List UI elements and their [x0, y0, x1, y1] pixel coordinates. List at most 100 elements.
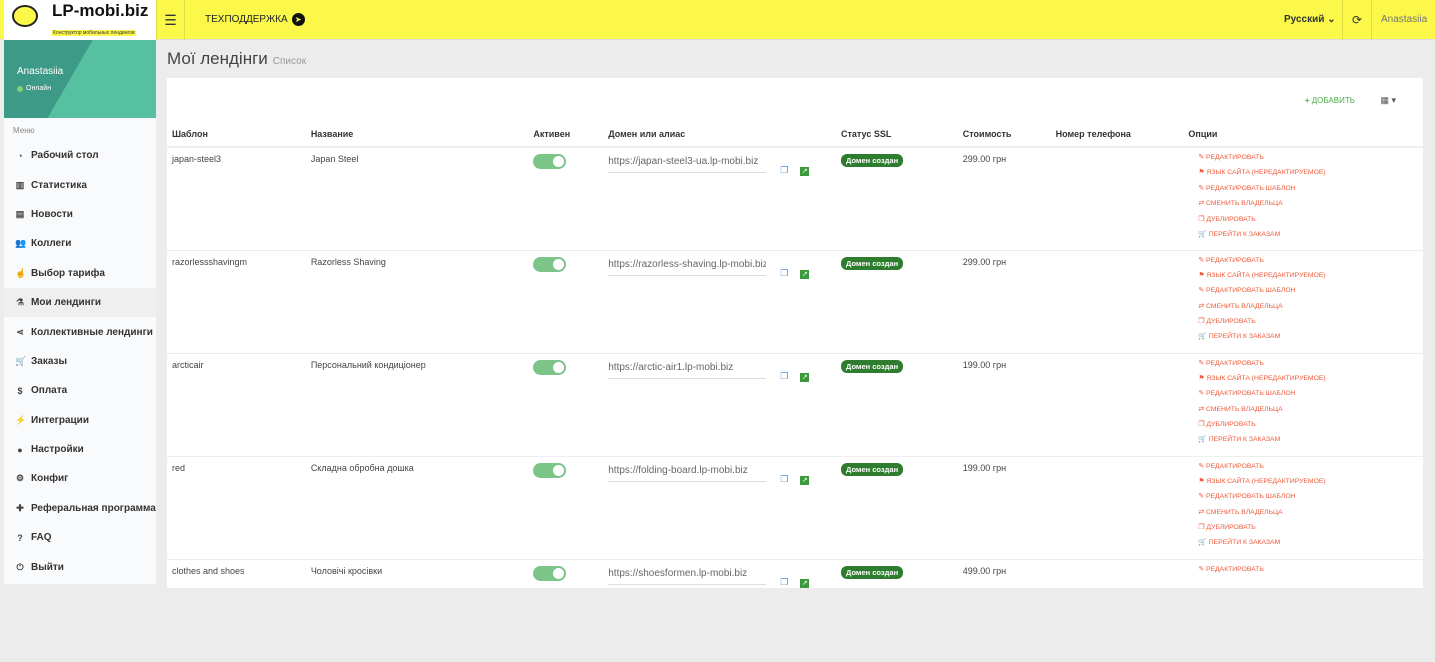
online-status: Онлайн [26, 85, 52, 92]
option-link[interactable]: ✎ РЕДАКТИРОВАТЬ [1188, 153, 1423, 168]
column-header[interactable]: Статус SSL [836, 122, 958, 148]
domain-field[interactable]: https://razorless-shaving.lp-mobi.biz [608, 255, 767, 276]
option-label: ЯЗЫК САЙТА (НЕРЕДАКТИРУЕМОЕ) [1206, 271, 1326, 279]
domain-field[interactable]: https://japan-steel3-ua.lp-mobi.biz [608, 152, 767, 173]
option-icon: ✎ [1198, 390, 1205, 398]
copy-icon[interactable]: ❐ [780, 473, 789, 484]
template-cell: razorlessshavingm [167, 249, 306, 353]
option-icon: ❐ [1198, 421, 1205, 429]
option-label: РЕДАКТИРОВАТЬ [1205, 359, 1264, 367]
option-link[interactable]: ❐ ДУБЛИРОВАТЬ [1188, 523, 1423, 538]
sidebar-item[interactable]: ● Настройки [4, 435, 156, 464]
option-label: РЕДАКТИРОВАТЬ ШАБЛОН [1205, 390, 1296, 398]
sidebar-item[interactable]: ☝ Выбор тарифа [4, 259, 156, 288]
domain-field[interactable]: https://folding-board.lp-mobi.biz [608, 461, 767, 482]
active-toggle[interactable] [533, 154, 567, 169]
option-link[interactable]: 🛒 ПЕРЕЙТИ К ЗАКАЗАМ [1188, 230, 1423, 245]
cart-icon: 🛒 [15, 355, 27, 366]
sidebar-item[interactable]: ⚙ Конфиг [4, 464, 156, 493]
price-cell: 299.00 грн [957, 146, 1051, 250]
option-link[interactable]: ✎ РЕДАКТИРОВАТЬ [1188, 359, 1423, 374]
column-header[interactable]: Опции [1183, 122, 1423, 148]
active-toggle[interactable] [533, 256, 567, 272]
domain-field[interactable]: https://arctic-air1.lp-mobi.biz [608, 358, 767, 379]
sidebar-item[interactable]: $ Оплата [4, 376, 156, 405]
language-dropdown[interactable]: Русский ⌄ [1284, 14, 1336, 25]
option-link[interactable]: ❐ ДУБЛИРОВАТЬ [1188, 420, 1423, 435]
sidebar-item-label: Выбор тарифа [31, 267, 105, 279]
column-header[interactable]: Название [305, 122, 529, 148]
sidebar-item[interactable]: 👥 Коллеги [4, 229, 156, 258]
active-toggle[interactable] [533, 462, 567, 478]
sidebar-item[interactable]: 🛒 Заказы [4, 347, 156, 376]
option-link[interactable]: ✎ РЕДАКТИРОВАТЬ ШАБЛОН [1188, 492, 1423, 507]
option-link[interactable]: ⚑ ЯЗЫК САЙТА (НЕРЕДАКТИРУЕМОЕ) [1188, 168, 1423, 183]
sidebar-item[interactable]: ⏻ Выйти [4, 552, 156, 581]
logo[interactable]: LP-mobi.biz Конструктор мобильных лендинг… [4, 0, 156, 40]
external-link-icon[interactable]: ↗ [800, 269, 810, 279]
column-header[interactable]: Стоимость [957, 122, 1051, 148]
sidebar-item[interactable]: ⚡ Интеграции [4, 406, 156, 435]
option-link[interactable]: ✎ РЕДАКТИРОВАТЬ ШАБЛОН [1188, 184, 1423, 199]
option-icon: ⇄ [1198, 200, 1205, 208]
option-link[interactable]: 🛒 ПЕРЕЙТИ К ЗАКАЗАМ [1188, 332, 1423, 347]
column-header[interactable]: Шаблон [167, 122, 306, 148]
option-link[interactable]: ✎ РЕДАКТИРОВАТЬ ШАБЛОН [1188, 286, 1423, 301]
option-link[interactable]: ❐ ДУБЛИРОВАТЬ [1188, 317, 1423, 332]
active-toggle[interactable] [533, 359, 567, 375]
columns-toggle-button[interactable]: ▦ ▾ [1380, 95, 1396, 105]
domain-field[interactable]: https://shoesformen.lp-mobi.biz [608, 564, 767, 585]
sidebar-item[interactable]: ⚗ Мои лендинги [4, 287, 156, 318]
sidebar-item[interactable]: ? FAQ [4, 523, 156, 552]
copy-icon[interactable]: ❐ [780, 267, 789, 278]
option-label: ЯЗЫК САЙТА (НЕРЕДАКТИРУЕМОЕ) [1206, 169, 1326, 177]
support-link[interactable]: ТЕХПОДДЕРЖКА ➤ [205, 13, 305, 26]
table-row: red Складна обробна дошка https://foldin… [167, 455, 1423, 559]
option-link[interactable]: ✎ РЕДАКТИРОВАТЬ [1188, 462, 1423, 477]
copy-icon[interactable]: ❐ [780, 370, 789, 381]
phone-cell [1050, 455, 1184, 559]
option-link[interactable]: ⚑ ЯЗЫК САЙТА (НЕРЕДАКТИРУЕМОЕ) [1188, 477, 1423, 492]
refresh-icon[interactable]: ⟳ [1342, 0, 1372, 40]
news-icon: ▤ [15, 208, 25, 219]
external-link-icon[interactable]: ↗ [800, 475, 810, 485]
sidebar-item-label: Интеграции [31, 414, 89, 426]
option-link[interactable]: ⇄ СМЕНИТЬ ВЛАДЕЛЬЦА [1188, 199, 1423, 214]
name-cell: Персональний кондиціонер [305, 352, 529, 456]
template-cell: arcticair [167, 352, 306, 456]
add-button[interactable]: + ДОБАВИТЬ [1305, 96, 1355, 105]
option-label: ДУБЛИРОВАТЬ [1206, 318, 1256, 326]
option-link[interactable]: 🛒 ПЕРЕЙТИ К ЗАКАЗАМ [1188, 538, 1423, 553]
sidebar-item[interactable]: ✚ Реферальная программа [4, 494, 156, 523]
option-icon: ✎ [1198, 493, 1205, 501]
option-link[interactable]: 🛒 ПЕРЕЙТИ К ЗАКАЗАМ [1188, 435, 1423, 450]
option-link[interactable]: ⇄ СМЕНИТЬ ВЛАДЕЛЬЦА [1188, 405, 1423, 420]
external-link-icon[interactable]: ↗ [800, 372, 810, 382]
option-link[interactable]: ⇄ СМЕНИТЬ ВЛАДЕЛЬЦА [1188, 302, 1423, 317]
column-header[interactable]: Домен или алиас [603, 122, 837, 148]
sidebar-item[interactable]: ◔ Рабочий стол [4, 141, 156, 170]
menu-toggle-button[interactable]: ☰ [156, 0, 185, 40]
external-link-icon[interactable]: ↗ [800, 578, 810, 588]
option-link[interactable]: ⚑ ЯЗЫК САЙТА (НЕРЕДАКТИРУЕМОЕ) [1188, 374, 1423, 389]
option-label: СМЕНИТЬ ВЛАДЕЛЬЦА [1205, 200, 1283, 208]
option-link[interactable]: ✎ РЕДАКТИРОВАТЬ ШАБЛОН [1188, 389, 1423, 404]
dog-logo-icon [12, 5, 52, 35]
column-header[interactable]: Номер телефона [1050, 122, 1184, 148]
option-link[interactable]: ❐ ДУБЛИРОВАТЬ [1188, 215, 1423, 230]
sidebar-item[interactable]: ▤ Новости [4, 200, 156, 229]
name-cell: Razorless Shaving [305, 249, 529, 353]
option-label: РЕДАКТИРОВАТЬ ШАБЛОН [1205, 184, 1296, 192]
column-header[interactable]: Активен [528, 122, 604, 148]
external-link-icon[interactable]: ↗ [800, 167, 810, 176]
option-link[interactable]: ⇄ СМЕНИТЬ ВЛАДЕЛЬЦА [1188, 508, 1423, 523]
active-toggle[interactable] [533, 565, 567, 581]
sidebar-item[interactable]: ▥ Статистика [4, 170, 156, 199]
option-link[interactable]: ✎ РЕДАКТИРОВАТЬ [1188, 256, 1423, 271]
sidebar-item[interactable]: ⋖ Коллективные лендинги [4, 317, 156, 346]
option-link[interactable]: ⚑ ЯЗЫК САЙТА (НЕРЕДАКТИРУЕМОЕ) [1188, 271, 1423, 286]
user-menu[interactable]: Anastasiia [1381, 14, 1428, 25]
option-link[interactable]: ✎ РЕДАКТИРОВАТЬ [1188, 565, 1423, 580]
copy-icon[interactable]: ❐ [780, 576, 789, 587]
copy-icon[interactable]: ❐ [780, 165, 789, 175]
